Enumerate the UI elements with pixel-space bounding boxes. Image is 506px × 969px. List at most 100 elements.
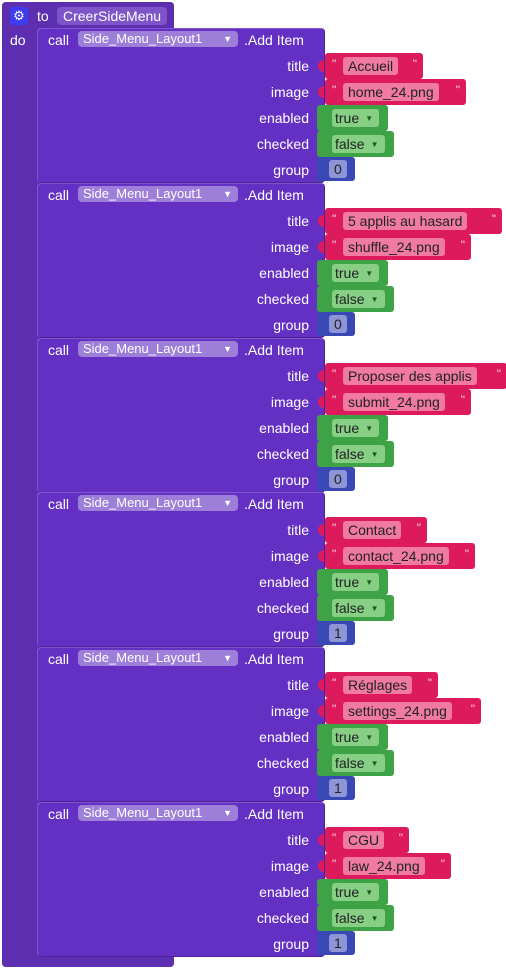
logic-boolean-block[interactable]: true ▼ <box>317 105 388 131</box>
text-string-block[interactable]: " shuffle_24.png " <box>325 234 471 260</box>
boolean-value-checked[interactable]: false ▼ <box>332 445 385 463</box>
procedure-header[interactable]: ⚙ to CreerSideMenu <box>2 2 174 26</box>
boolean-value-enabled[interactable]: true ▼ <box>332 419 380 437</box>
logic-boolean-block[interactable]: false ▼ <box>317 441 394 467</box>
component-dropdown[interactable]: Side_Menu_Layout1 ▼ <box>78 31 238 47</box>
call-add-item-block[interactable]: call Side_Menu_Layout1 ▼ .Add Item title imag… <box>37 802 325 957</box>
math-number-block[interactable]: 1 <box>317 621 355 645</box>
gear-icon[interactable]: ⚙ <box>10 7 28 25</box>
text-string-block[interactable]: " 5 applis au hasard " <box>325 208 502 234</box>
param-label-group: group <box>273 626 309 642</box>
dropdown-arrow-icon[interactable]: ▼ <box>370 914 379 923</box>
logic-boolean-block[interactable]: false ▼ <box>317 905 394 931</box>
logic-boolean-block[interactable]: true ▼ <box>317 724 388 750</box>
text-string-block[interactable]: " contact_24.png " <box>325 543 475 569</box>
boolean-value-enabled[interactable]: true ▼ <box>332 573 380 591</box>
text-string-block[interactable]: " home_24.png " <box>325 79 466 105</box>
text-string-block[interactable]: " Accueil " <box>325 53 423 79</box>
boolean-value-checked[interactable]: false ▼ <box>332 599 385 617</box>
text-string-block[interactable]: " Réglages " <box>325 672 438 698</box>
dropdown-arrow-icon[interactable]: ▼ <box>223 498 232 508</box>
logic-boolean-block[interactable]: true ▼ <box>317 569 388 595</box>
text-string-block[interactable]: " Proposer des applis " <box>325 363 506 389</box>
logic-boolean-block[interactable]: true ▼ <box>317 415 388 441</box>
boolean-value-enabled[interactable]: true ▼ <box>332 728 380 746</box>
string-value-title[interactable]: Réglages <box>343 676 413 694</box>
math-number-block[interactable]: 1 <box>317 931 355 955</box>
math-number-block[interactable]: 1 <box>317 776 355 800</box>
math-number-block[interactable]: 0 <box>317 312 355 336</box>
boolean-value-enabled[interactable]: true ▼ <box>332 883 380 901</box>
number-value-group[interactable]: 1 <box>329 779 347 797</box>
math-number-block[interactable]: 0 <box>317 467 355 491</box>
call-add-item-block[interactable]: call Side_Menu_Layout1 ▼ .Add Item title imag… <box>37 183 325 338</box>
dropdown-arrow-icon[interactable]: ▼ <box>365 424 374 433</box>
logic-boolean-block[interactable]: false ▼ <box>317 131 394 157</box>
string-value-image[interactable]: shuffle_24.png <box>343 238 445 256</box>
string-value-title[interactable]: Accueil <box>343 57 399 75</box>
component-dropdown[interactable]: Side_Menu_Layout1 ▼ <box>78 805 238 821</box>
dropdown-arrow-icon[interactable]: ▼ <box>365 269 374 278</box>
string-value-title[interactable]: Proposer des applis <box>343 367 477 385</box>
math-number-block[interactable]: 0 <box>317 157 355 181</box>
text-string-block[interactable]: " settings_24.png " <box>325 698 481 724</box>
dropdown-arrow-icon[interactable]: ▼ <box>223 189 232 199</box>
logic-boolean-block[interactable]: false ▼ <box>317 750 394 776</box>
boolean-value-checked[interactable]: false ▼ <box>332 909 385 927</box>
component-dropdown[interactable]: Side_Menu_Layout1 ▼ <box>78 650 238 666</box>
string-value-title[interactable]: Contact <box>343 521 402 539</box>
string-value-title[interactable]: CGU <box>343 831 385 849</box>
number-value-group[interactable]: 0 <box>329 160 347 178</box>
input-socket <box>318 396 324 408</box>
dropdown-arrow-icon[interactable]: ▼ <box>365 114 374 123</box>
number-value-group[interactable]: 0 <box>329 315 347 333</box>
dropdown-arrow-icon[interactable]: ▼ <box>370 450 379 459</box>
string-value-image[interactable]: law_24.png <box>343 857 425 875</box>
text-string-block[interactable]: " CGU " <box>325 827 409 853</box>
dropdown-arrow-icon[interactable]: ▼ <box>223 808 232 818</box>
param-label-checked: checked <box>256 910 309 926</box>
dropdown-arrow-icon[interactable]: ▼ <box>223 344 232 354</box>
boolean-value-enabled[interactable]: true ▼ <box>332 109 380 127</box>
call-add-item-block[interactable]: call Side_Menu_Layout1 ▼ .Add Item title imag… <box>37 647 325 802</box>
call-add-item-block[interactable]: call Side_Menu_Layout1 ▼ .Add Item title imag… <box>37 28 325 183</box>
dropdown-arrow-icon[interactable]: ▼ <box>365 733 374 742</box>
dropdown-arrow-icon[interactable]: ▼ <box>370 604 379 613</box>
boolean-value-checked[interactable]: false ▼ <box>332 290 385 308</box>
string-value-image[interactable]: home_24.png <box>343 83 439 101</box>
logic-boolean-block[interactable]: false ▼ <box>317 286 394 312</box>
number-value-group[interactable]: 0 <box>329 470 347 488</box>
dropdown-arrow-icon[interactable]: ▼ <box>370 759 379 768</box>
dropdown-arrow-icon[interactable]: ▼ <box>223 653 232 663</box>
text-string-block[interactable]: " Contact " <box>325 517 427 543</box>
number-value-group[interactable]: 1 <box>329 934 347 952</box>
text-string-block[interactable]: " submit_24.png " <box>325 389 471 415</box>
component-name: Side_Menu_Layout1 <box>83 341 203 356</box>
string-value-image[interactable]: submit_24.png <box>343 393 445 411</box>
string-value-title[interactable]: 5 applis au hasard <box>343 212 468 230</box>
text-string-block[interactable]: " law_24.png " <box>325 853 451 879</box>
method-name: .Add Item <box>244 651 304 667</box>
logic-boolean-block[interactable]: true ▼ <box>317 260 388 286</box>
number-value-group[interactable]: 1 <box>329 624 347 642</box>
dropdown-arrow-icon[interactable]: ▼ <box>365 888 374 897</box>
component-dropdown[interactable]: Side_Menu_Layout1 ▼ <box>78 186 238 202</box>
procedure-name-field[interactable]: CreerSideMenu <box>57 7 168 25</box>
logic-boolean-block[interactable]: false ▼ <box>317 595 394 621</box>
boolean-value-checked[interactable]: false ▼ <box>332 754 385 772</box>
string-value-image[interactable]: contact_24.png <box>343 547 449 565</box>
component-dropdown[interactable]: Side_Menu_Layout1 ▼ <box>78 341 238 357</box>
boolean-value-checked[interactable]: false ▼ <box>332 135 385 153</box>
dropdown-arrow-icon[interactable]: ▼ <box>365 578 374 587</box>
string-value-image[interactable]: settings_24.png <box>343 702 452 720</box>
dropdown-arrow-icon[interactable]: ▼ <box>370 140 379 149</box>
component-dropdown[interactable]: Side_Menu_Layout1 ▼ <box>78 495 238 511</box>
dropdown-arrow-icon[interactable]: ▼ <box>223 34 232 44</box>
call-add-item-block[interactable]: call Side_Menu_Layout1 ▼ .Add Item title imag… <box>37 338 325 493</box>
logic-boolean-block[interactable]: true ▼ <box>317 879 388 905</box>
call-add-item-block[interactable]: call Side_Menu_Layout1 ▼ .Add Item title imag… <box>37 492 325 647</box>
dropdown-arrow-icon[interactable]: ▼ <box>370 295 379 304</box>
input-socket <box>318 860 324 872</box>
open-quote-icon: " <box>332 702 337 716</box>
boolean-value-enabled[interactable]: true ▼ <box>332 264 380 282</box>
